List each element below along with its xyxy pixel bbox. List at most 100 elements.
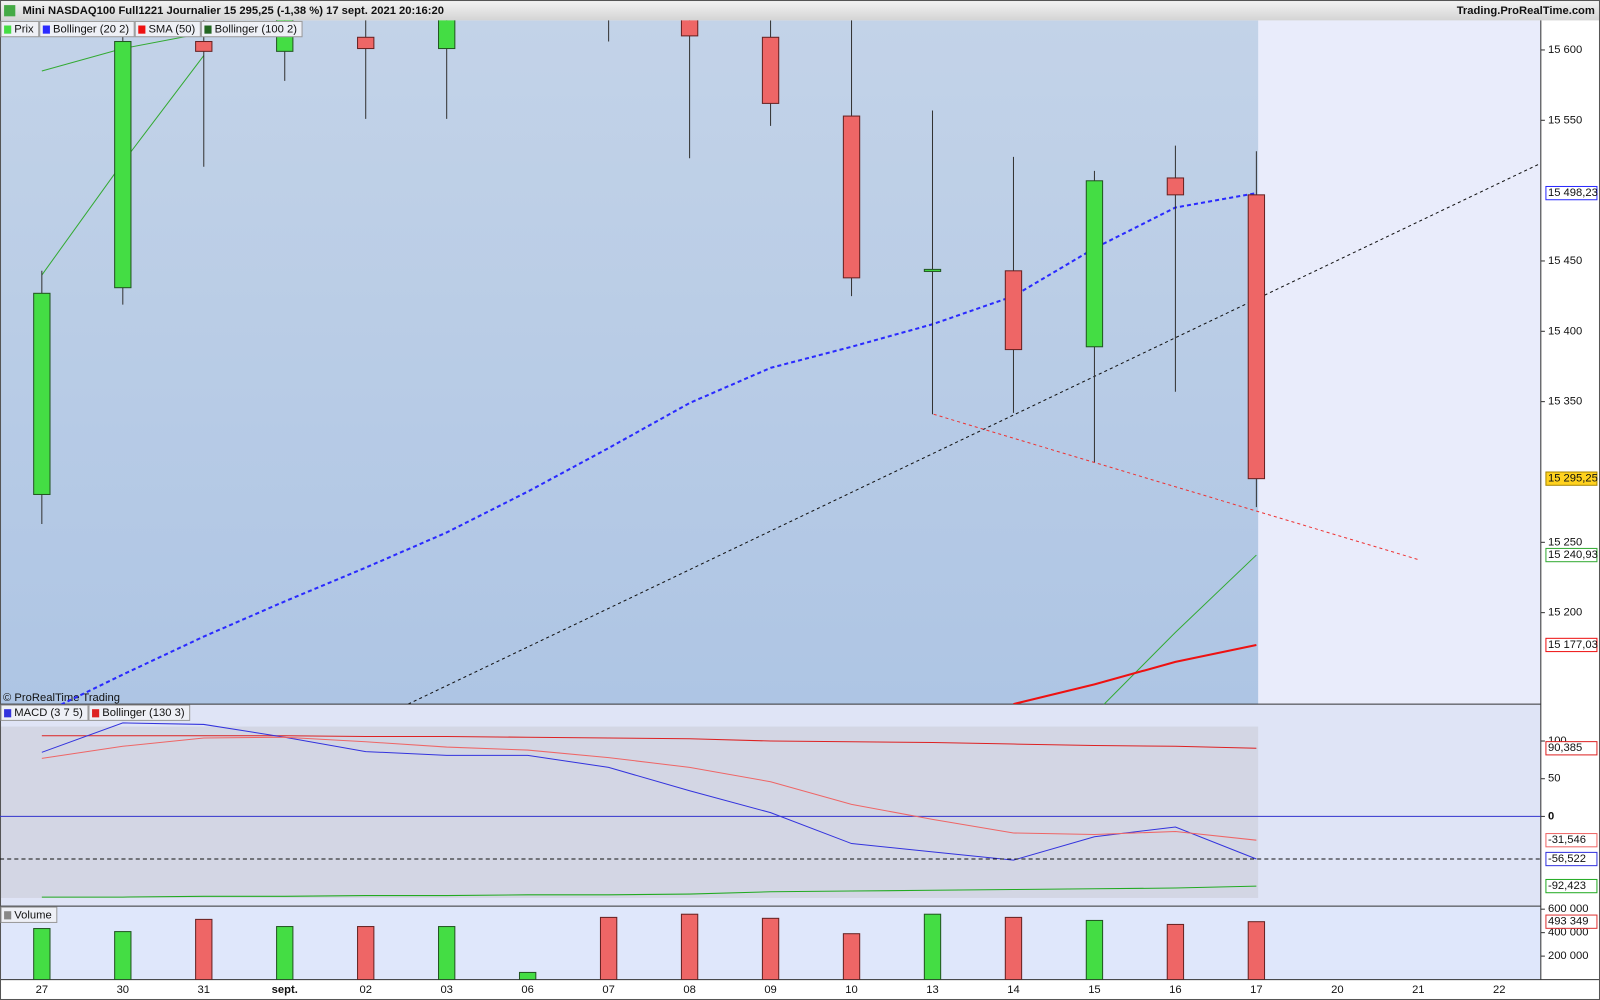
value-box xyxy=(1545,637,1598,653)
series-line xyxy=(1103,554,1257,705)
header-bar xyxy=(0,0,1600,21)
x-tick-label: 22 xyxy=(1493,984,1505,996)
volume-bar xyxy=(1004,916,1023,980)
y-tick-label: 50 xyxy=(1548,773,1560,785)
value-box xyxy=(1545,851,1598,867)
x-tick-label: 07 xyxy=(602,984,614,996)
legend-tag: SMA (50) xyxy=(134,20,201,38)
volume-bar xyxy=(518,971,537,980)
value-box-label: -31,546 xyxy=(1548,834,1586,846)
y-tick-label: 15 450 xyxy=(1548,255,1582,267)
value-box xyxy=(1545,471,1598,486)
x-tick-label: 06 xyxy=(521,984,533,996)
x-tick-label: 30 xyxy=(117,984,129,996)
series-line xyxy=(1013,643,1257,705)
candle-body xyxy=(438,20,456,50)
candle-body xyxy=(842,115,861,279)
series-line xyxy=(59,192,1257,705)
legend-label: Volume xyxy=(14,909,51,921)
y-tick-label: 0 xyxy=(1548,810,1554,822)
volume-bar xyxy=(1166,923,1185,980)
y-tick-label: 15 600 xyxy=(1548,44,1582,56)
y-tick-label: 15 250 xyxy=(1548,536,1582,548)
legend-tag: Volume xyxy=(0,906,58,923)
legend-box xyxy=(200,20,303,38)
candle-body xyxy=(195,40,213,52)
value-box xyxy=(1545,914,1598,929)
panel-2 xyxy=(33,913,1266,980)
candle-body xyxy=(357,36,375,50)
legend-icon xyxy=(92,709,100,718)
value-box xyxy=(1545,833,1598,848)
legend-icon xyxy=(4,709,12,718)
trendline xyxy=(407,162,1541,705)
legend-icon xyxy=(204,25,212,34)
volume-bar xyxy=(842,933,861,980)
legend-label: SMA (50) xyxy=(148,24,195,36)
x-tick-label: 15 xyxy=(1088,984,1100,996)
x-tick-label: 02 xyxy=(359,984,371,996)
chart-title: Mini NASDAQ100 Full1221 Journalier 15 29… xyxy=(22,5,444,17)
legend-box xyxy=(134,20,201,38)
legend-box xyxy=(39,20,135,38)
y-tick-label: 400 000 xyxy=(1548,927,1589,939)
legend-label: Bollinger (130 3) xyxy=(102,707,185,719)
x-tick-label: sept. xyxy=(272,984,298,996)
x-tick-label: 21 xyxy=(1412,984,1424,996)
legend-box xyxy=(88,704,191,721)
y-tick-label: 600 000 xyxy=(1548,903,1589,915)
series-line xyxy=(41,736,1257,841)
y-tick-label: 15 550 xyxy=(1548,114,1582,126)
x-tick-label: 17 xyxy=(1250,984,1262,996)
value-box xyxy=(1545,547,1598,563)
value-box-label: -56,522 xyxy=(1548,853,1586,865)
legend-tag: Bollinger (100 2) xyxy=(200,20,303,38)
volume-bar xyxy=(357,926,375,980)
value-box xyxy=(1545,185,1598,201)
app-icon xyxy=(4,5,16,17)
series-line xyxy=(41,885,1257,898)
legend-box xyxy=(0,704,89,721)
x-tick-label: 10 xyxy=(845,984,857,996)
volume-bar xyxy=(761,917,780,980)
legend-icon xyxy=(138,25,146,34)
value-box-label: -92,423 xyxy=(1548,880,1586,892)
x-tick-label: 09 xyxy=(764,984,776,996)
macd-band-area xyxy=(0,726,1259,898)
candle-body xyxy=(33,292,51,495)
x-tick-label: 03 xyxy=(440,984,452,996)
x-tick-label: 27 xyxy=(36,984,48,996)
value-box-label: 90,385 xyxy=(1548,742,1582,754)
value-box xyxy=(1545,878,1598,894)
volume-bar xyxy=(195,918,213,980)
watermark: © ProRealTime Trading xyxy=(3,692,120,704)
candle-body xyxy=(680,20,699,37)
volume-bar xyxy=(599,916,618,980)
series-line xyxy=(41,735,1257,749)
legend-label: Bollinger (100 2) xyxy=(215,24,298,36)
candle-body xyxy=(1004,270,1023,351)
trendline xyxy=(933,413,1421,561)
value-box-label: 15 240,93 xyxy=(1548,549,1598,561)
candle-body xyxy=(1166,177,1185,196)
legend-tag: Bollinger (130 3) xyxy=(88,704,191,721)
value-box-label: 15 295,25 xyxy=(1548,473,1598,485)
volume-bar xyxy=(1247,921,1266,980)
legend-icon xyxy=(4,25,12,34)
legend-label: Bollinger (20 2) xyxy=(53,24,129,36)
legend-icon xyxy=(42,25,50,34)
panel-0 xyxy=(33,20,1266,705)
x-tick-label: 08 xyxy=(683,984,695,996)
y-tick-label: 15 400 xyxy=(1548,325,1582,337)
trendlines xyxy=(407,162,1541,705)
volume-bar xyxy=(276,926,294,980)
volume-bar xyxy=(33,928,51,980)
volume-bar xyxy=(680,913,699,980)
x-tick-label: 14 xyxy=(1007,984,1019,996)
candle-body xyxy=(1085,180,1104,348)
legend-label: MACD (3 7 5) xyxy=(14,707,83,719)
legend-tag: Prix xyxy=(0,20,40,38)
